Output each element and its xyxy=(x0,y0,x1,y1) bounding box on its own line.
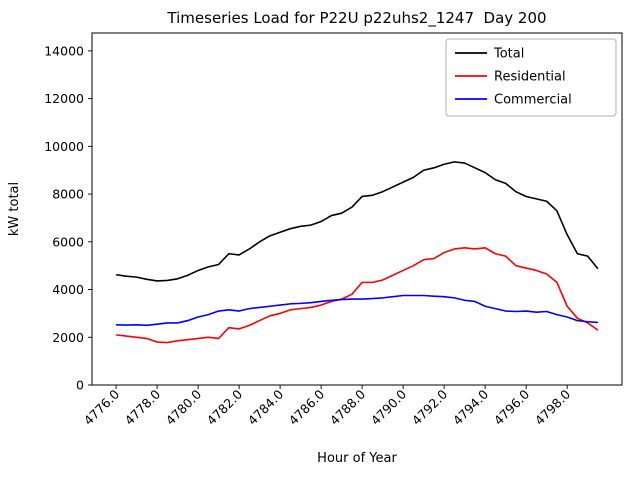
x-tick-label: 4798.0 xyxy=(532,386,574,428)
x-tick-label: 4784.0 xyxy=(245,386,287,428)
plot-frame xyxy=(91,32,623,386)
y-tick-label: 8000 xyxy=(52,187,84,202)
x-tick-label: 4782.0 xyxy=(204,386,246,428)
y-tick-label: 2000 xyxy=(52,330,84,345)
x-tick-label: 4776.0 xyxy=(81,386,123,428)
x-tick-label: 4788.0 xyxy=(327,386,369,428)
series-line-total xyxy=(115,161,599,282)
y-tick-label: 6000 xyxy=(52,234,84,249)
y-tick-label: 4000 xyxy=(52,282,84,297)
x-tick-label: 4792.0 xyxy=(409,386,451,428)
x-tick-label: 4780.0 xyxy=(163,386,205,428)
legend: Total Residential Commercial xyxy=(445,38,617,117)
legend-label-total: Total xyxy=(493,47,524,62)
x-axis-label: Hour of Year xyxy=(317,451,397,466)
y-tick-label: 12000 xyxy=(44,91,84,106)
y-tick-label: 0 xyxy=(76,378,84,393)
y-tick-label: 14000 xyxy=(44,43,84,58)
legend-label-residential: Residential xyxy=(494,70,566,85)
series-line-commercial xyxy=(116,294,598,327)
x-tick-label: 4778.0 xyxy=(122,386,164,428)
y-tick-label: 10000 xyxy=(44,139,84,154)
chart-title: Timeseries Load for P22U p22uhs2_1247 Da… xyxy=(166,9,546,28)
x-tick-label: 4790.0 xyxy=(368,386,410,428)
series-lines xyxy=(115,161,599,344)
series-line-residential xyxy=(115,246,599,344)
legend-box xyxy=(445,38,617,117)
x-tick-label: 4786.0 xyxy=(286,386,328,428)
x-tick-label: 4794.0 xyxy=(450,386,492,428)
y-axis-label: kW total xyxy=(7,182,22,236)
legend-label-commercial: Commercial xyxy=(494,93,572,108)
x-tick-label: 4796.0 xyxy=(491,386,533,428)
